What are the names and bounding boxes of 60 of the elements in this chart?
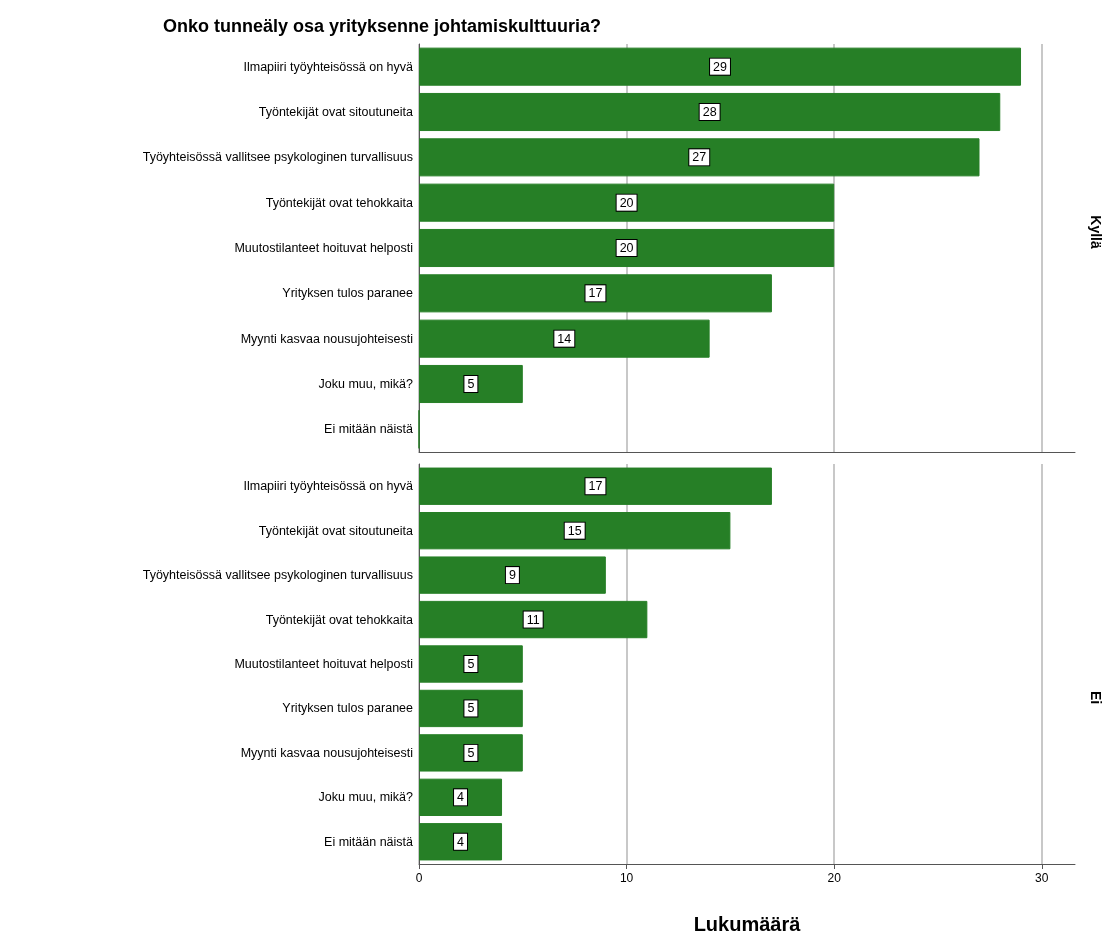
x-tick-label: 10 — [619, 871, 634, 885]
bar — [419, 228, 835, 268]
bar — [419, 47, 1022, 86]
x-tick-label: 20 — [827, 871, 842, 885]
bar — [419, 778, 503, 816]
data-label: 5 — [467, 745, 475, 760]
data-label: 28 — [702, 105, 717, 119]
data-label: 15 — [567, 523, 582, 538]
data-label: 17 — [588, 286, 603, 301]
y-tick-label: Muutostilanteet hoituvat helposti — [234, 657, 413, 671]
data-label: 27 — [692, 150, 707, 165]
bar — [419, 600, 648, 639]
bar — [419, 467, 772, 505]
y-tick-label: Joku muu, mikä? — [318, 377, 414, 391]
data-label: 17 — [588, 479, 603, 494]
bar — [419, 689, 523, 728]
bar — [419, 556, 606, 594]
data-label: 9 — [508, 568, 516, 583]
y-tick-label: Myynti kasvaa nousujohteisesti — [240, 745, 413, 760]
y-tick-label: Ei mitään näistä — [324, 422, 414, 437]
y2-axis-title: Ei — [1088, 690, 1104, 705]
y-tick-label: Työntekijät ovat tehokkaita — [265, 195, 414, 210]
y-tick-label: Työntekijät ovat tehokkaita — [265, 612, 414, 627]
x-tick-label: 30 — [1035, 871, 1049, 885]
y-tick-label: Ei mitään näistä — [324, 834, 414, 849]
bar — [419, 364, 523, 404]
bar — [419, 512, 731, 550]
y-tick-label: Työyhteisössä vallitsee psykologinen turvallisuus — [142, 150, 413, 165]
data-label: 5 — [467, 657, 475, 671]
y-tick-label: Yrityksen tulos paranee — [282, 701, 414, 716]
bar — [419, 645, 523, 683]
bar — [419, 183, 835, 222]
y-tick-label: Joku muu, mikä? — [318, 790, 414, 805]
bar — [419, 319, 710, 358]
y-tick-label: Yrityksen tulos paranee — [282, 286, 414, 301]
y-tick-label: Myynti kasvaa nousujohteisesti — [240, 331, 413, 346]
data-label: 11 — [526, 612, 540, 627]
data-label: 5 — [467, 701, 475, 716]
x-tick-label: 0 — [415, 871, 423, 885]
y-tick-label: Työntekijät ovat sitoutuneita — [258, 105, 414, 119]
y-tick-label: Muutostilanteet hoituvat helposti — [234, 241, 413, 255]
y-tick-label: Ilmapiiri työyhteisössä on hyvä — [243, 59, 414, 74]
x-axis-title: Lukumäärä — [693, 913, 802, 935]
bar — [419, 734, 523, 772]
chart-title: Onko tunneäly osa yrityksenne johtamiskulttuuria? — [163, 16, 602, 36]
data-label: 4 — [457, 790, 465, 805]
y-tick-label: Työntekijät ovat sitoutuneita — [258, 523, 414, 538]
data-label: 5 — [467, 377, 475, 391]
bar — [419, 823, 503, 861]
y2-axis-title: Kyllä — [1088, 215, 1104, 249]
data-label: 29 — [713, 59, 728, 74]
y-tick-label: Ilmapiiri työyhteisössä on hyvä — [243, 479, 414, 494]
y-tick-label: Työyhteisössä vallitsee psykologinen turvallisuus — [142, 568, 413, 583]
data-label: 20 — [619, 195, 634, 210]
bar — [419, 274, 772, 313]
bar — [419, 92, 1001, 132]
data-label: 20 — [619, 241, 634, 255]
bar — [419, 138, 980, 177]
data-label: 14 — [557, 331, 572, 346]
data-label: 4 — [457, 834, 465, 849]
